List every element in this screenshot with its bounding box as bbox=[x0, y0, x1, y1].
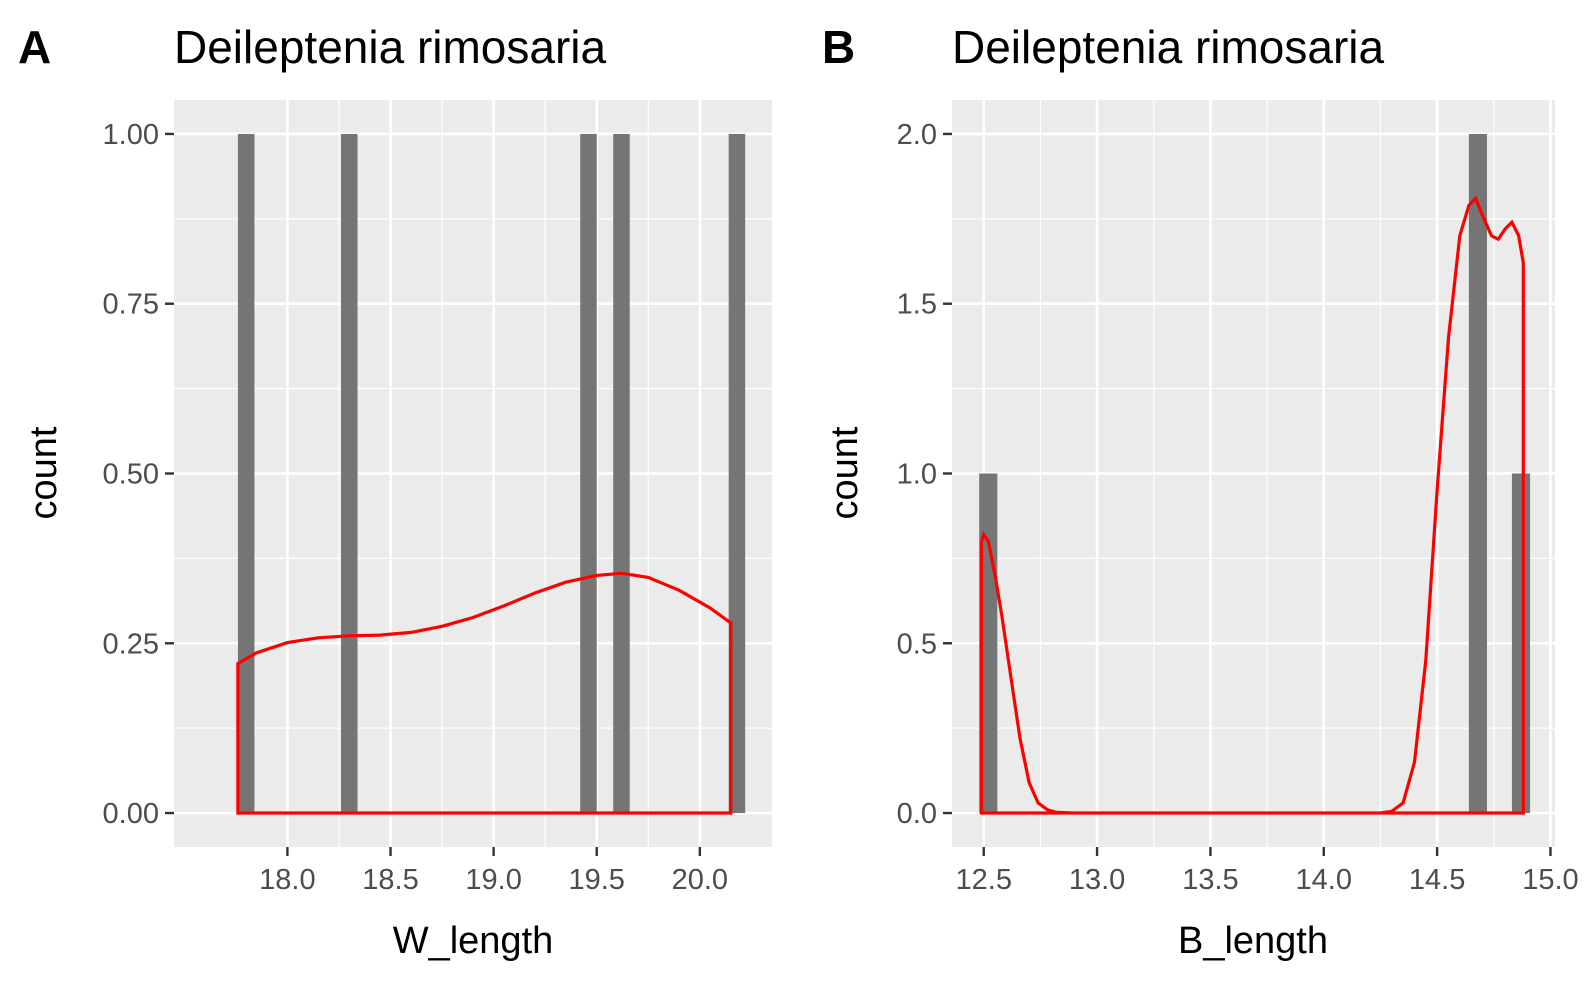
panel-b: B Deileptenia rimosaria 0.00.51.01.52.0 … bbox=[822, 21, 1579, 962]
histogram-bar-a bbox=[580, 133, 597, 814]
y-axis-title-b: count bbox=[824, 426, 866, 519]
histogram-bar-b bbox=[1511, 473, 1531, 814]
panel-a: A Deileptenia rimosaria 0.00 0.25 0.50 0.75… bbox=[18, 21, 772, 962]
x-tick-label-b: 12.5 bbox=[956, 864, 1012, 896]
y-tick-label-b: 1.5 bbox=[897, 289, 937, 321]
y-tick-label-b: 2.0 bbox=[897, 119, 937, 151]
x-tick-label-b: 13.0 bbox=[1069, 864, 1125, 896]
y-axis-title-a: count bbox=[23, 426, 65, 519]
y-tick-label-a: 0.00 bbox=[103, 798, 159, 830]
x-tick-label-a: 19.5 bbox=[568, 864, 624, 896]
histogram-bar-a bbox=[341, 133, 358, 814]
histogram-bar-a bbox=[613, 133, 630, 814]
panel-tag-a: A bbox=[18, 21, 51, 73]
y-tick-label-b: 0.5 bbox=[897, 628, 937, 660]
x-tick-label-a: 19.0 bbox=[465, 864, 521, 896]
y-axis-b: 0.0 0.5 1.0 1.5 2.0 bbox=[897, 119, 952, 830]
x-tick-label-a: 18.0 bbox=[259, 864, 315, 896]
histogram-bar-a bbox=[237, 133, 255, 814]
plot-title-b: Deileptenia rimosaria bbox=[952, 21, 1384, 73]
y-tick-label-a: 1.00 bbox=[103, 119, 159, 151]
y-axis-a: 0.00 0.25 0.50 0.75 1.00 bbox=[103, 119, 174, 830]
x-axis-a: 18.0 18.5 19.0 19.5 20.0 bbox=[259, 847, 728, 896]
y-tick-label-a: 0.50 bbox=[103, 459, 159, 491]
x-axis-b: 12.5 13.0 13.5 14.0 14.5 15.0 bbox=[956, 847, 1579, 896]
plot-title-a: Deileptenia rimosaria bbox=[174, 21, 606, 73]
bars-a bbox=[237, 133, 746, 814]
histogram-bar-b bbox=[1468, 133, 1487, 814]
x-tick-label-b: 13.5 bbox=[1182, 864, 1238, 896]
density-curve-a bbox=[236, 571, 733, 815]
x-axis-title-b: B_length bbox=[1178, 920, 1328, 962]
y-tick-label-b: 1.0 bbox=[897, 459, 937, 491]
y-tick-label-a: 0.25 bbox=[103, 628, 159, 660]
x-tick-label-a: 20.0 bbox=[672, 864, 728, 896]
gridlines-b bbox=[952, 100, 1555, 847]
x-tick-label-b: 14.5 bbox=[1409, 864, 1465, 896]
y-tick-label-a: 0.75 bbox=[103, 289, 159, 321]
histogram-bar-a bbox=[728, 133, 746, 814]
density-curve-b bbox=[979, 195, 1525, 815]
panel-tag-b: B bbox=[822, 21, 855, 73]
x-tick-label-a: 18.5 bbox=[362, 864, 418, 896]
x-tick-label-b: 15.0 bbox=[1522, 864, 1578, 896]
x-tick-label-b: 14.0 bbox=[1296, 864, 1352, 896]
y-tick-label-b: 0.0 bbox=[897, 798, 937, 830]
x-axis-title-a: W_length bbox=[393, 920, 554, 962]
